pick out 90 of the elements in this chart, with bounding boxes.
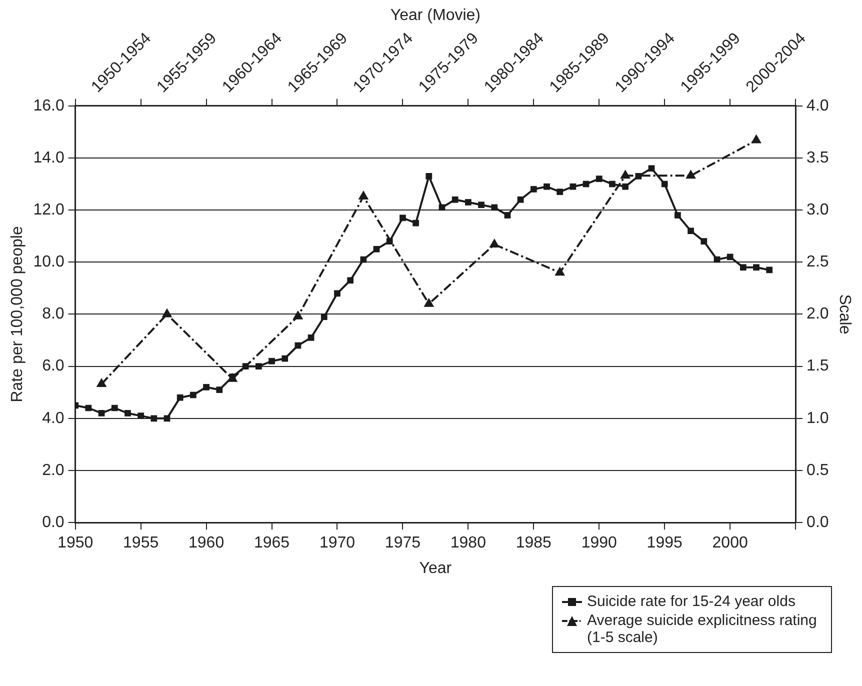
y2-tick-label: 2.0 — [806, 306, 829, 323]
point — [489, 238, 500, 248]
point — [308, 334, 314, 341]
point — [216, 386, 223, 393]
y2-tick-label: 0.0 — [806, 514, 829, 532]
point — [596, 176, 602, 182]
point — [726, 254, 734, 260]
point — [190, 392, 196, 398]
point — [674, 212, 681, 218]
y2-tick-label: 3.0 — [806, 201, 829, 218]
legend-label: Suicide rate for 15-24 year olds — [587, 593, 796, 610]
point — [111, 404, 118, 412]
x-tick-label: 1990 — [581, 534, 618, 552]
point — [268, 358, 275, 364]
point — [358, 190, 369, 200]
y-tick-label: 14.0 — [33, 149, 64, 166]
point — [491, 204, 498, 211]
point — [766, 266, 773, 274]
y2-tick-label: 2.5 — [806, 254, 829, 271]
x-tick-label: 1975 — [384, 534, 421, 552]
y-tick-label: 4.0 — [42, 410, 64, 427]
point — [96, 378, 107, 388]
y2-tick-label: 1.5 — [806, 358, 829, 375]
point — [150, 415, 158, 422]
point — [504, 212, 511, 218]
x-tick-label: 1985 — [516, 534, 552, 552]
x-tick-label: 1980 — [450, 534, 486, 552]
point — [554, 266, 566, 276]
point — [426, 173, 432, 180]
point — [661, 180, 668, 188]
point — [620, 170, 631, 179]
x-tick-label: 1960 — [188, 534, 224, 552]
y2-tick-label: 0.5 — [806, 462, 829, 479]
point — [203, 384, 210, 390]
point — [334, 290, 340, 297]
y2-tick-label: 3.5 — [806, 149, 829, 166]
point — [282, 355, 288, 362]
point — [164, 415, 170, 422]
y2-axis-title: Scale — [836, 294, 853, 334]
legend-label: Average suicide explicitness rating (1-5 scale) — [587, 612, 818, 646]
point — [622, 183, 629, 190]
y2-tick-label: 1.0 — [806, 410, 829, 427]
point — [98, 410, 105, 416]
point — [162, 308, 172, 318]
point — [753, 264, 760, 271]
point — [373, 246, 380, 252]
x-tick-label: 2000 — [712, 534, 748, 552]
point — [740, 264, 746, 271]
point — [320, 314, 328, 320]
x-axis-title: Year — [419, 560, 452, 577]
y-tick-label: 10.0 — [33, 254, 64, 271]
point — [124, 410, 131, 416]
point — [452, 196, 458, 203]
x-tick-label: 1955 — [123, 534, 159, 552]
point — [465, 199, 472, 206]
x-tick-label: 1970 — [319, 534, 356, 552]
y-tick-label: 12.0 — [33, 201, 64, 218]
y-tick-label: 16.0 — [33, 97, 64, 114]
point — [400, 214, 406, 222]
point — [292, 310, 304, 320]
point — [347, 277, 354, 284]
point — [424, 298, 434, 307]
point — [255, 363, 262, 370]
point — [517, 196, 524, 203]
x-tick-label: 1950 — [58, 534, 94, 552]
point — [648, 165, 655, 172]
point — [751, 134, 762, 144]
y-tick-label: 2.0 — [42, 462, 64, 479]
point — [478, 202, 484, 208]
point — [686, 170, 696, 179]
y-axis-title: Rate per 100,000 people — [9, 226, 26, 402]
point — [530, 186, 537, 192]
x-tick-label: 1995 — [646, 534, 683, 552]
y-tick-label: 8.0 — [42, 306, 64, 323]
x2-axis-title: Year (Movie) — [390, 7, 481, 24]
point — [360, 256, 367, 263]
y-tick-label: 0.0 — [42, 514, 64, 532]
y2-tick-label: 4.0 — [806, 97, 829, 114]
y-tick-label: 6.0 — [42, 358, 64, 375]
point — [700, 238, 708, 244]
point — [570, 183, 576, 190]
point — [176, 394, 184, 401]
point — [688, 228, 694, 234]
point — [556, 188, 564, 196]
x-tick-label: 1965 — [254, 534, 290, 552]
point — [635, 173, 642, 180]
point — [544, 183, 550, 190]
point — [412, 220, 419, 226]
point — [609, 180, 616, 188]
point — [138, 412, 144, 419]
